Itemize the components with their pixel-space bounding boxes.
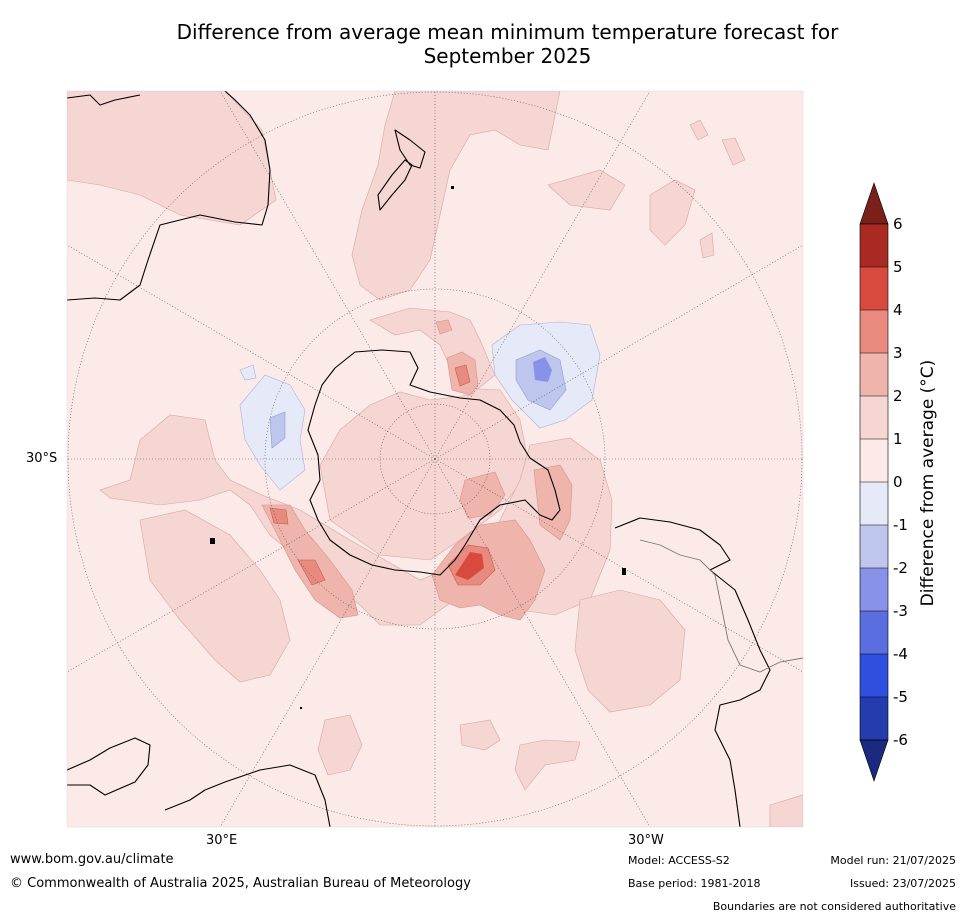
colorbar-band-m5-m4 xyxy=(860,654,888,697)
colorbar-tick-label: -5 xyxy=(893,688,908,706)
small-islands xyxy=(210,186,626,709)
footer-issued: Issued: 23/07/2025 xyxy=(849,877,956,890)
footer-copyright: © Commonwealth of Australia 2025, Austra… xyxy=(10,876,471,891)
colorbar-tick-label: 1 xyxy=(893,430,903,448)
colorbar-tick-label: 0 xyxy=(893,473,903,491)
coastlines xyxy=(67,91,771,827)
longitude-label-30e: 30°E xyxy=(206,833,238,848)
colorbar-tick-label: 5 xyxy=(893,258,903,276)
country-borders xyxy=(639,539,803,673)
colorbar-band-5-6 xyxy=(860,224,888,267)
colorbar-band-3-4 xyxy=(860,310,888,353)
south-america-coastline xyxy=(614,517,771,827)
map-panel xyxy=(67,91,803,827)
footer-model-run: Model run: 21/07/2025 xyxy=(830,854,956,867)
longitude-label-30w: 30°W xyxy=(628,833,664,848)
colorbar-tick-label: 4 xyxy=(893,301,903,319)
colorbar-tick-label: -1 xyxy=(893,516,908,534)
latitude-label-30s: 30°S xyxy=(26,451,58,466)
colorbar-band-dividers xyxy=(860,266,888,698)
title-line-2: September 2025 xyxy=(423,44,592,68)
colorbar-over-triangle xyxy=(859,182,889,225)
anomaly-4-5-region xyxy=(455,552,484,580)
colorbar-tick-label: 6 xyxy=(893,215,903,233)
colorbar xyxy=(859,182,889,782)
colorbar-band-2-3 xyxy=(860,353,888,396)
southern-africa-coastline xyxy=(67,737,151,796)
map-frame xyxy=(66,90,804,828)
colorbar-under-triangle xyxy=(859,739,889,782)
graticule xyxy=(67,91,803,827)
chart-title: Difference from average mean minimum tem… xyxy=(60,20,955,68)
colorbar-title-text: Difference from average (°C) xyxy=(918,359,938,607)
title-line-1: Difference from average mean minimum tem… xyxy=(176,20,839,44)
footer-url: www.bom.gov.au/climate xyxy=(10,852,174,867)
antarctica-coastline xyxy=(307,349,561,576)
footer-disclaimer: Boundaries are not considered authoritat… xyxy=(712,900,956,913)
colorbar-band-m6-m5 xyxy=(860,697,888,740)
colorbar-band-m2-m1 xyxy=(860,525,888,568)
colorbar-tick-label: -3 xyxy=(893,602,908,620)
colorbar-band-1-2 xyxy=(860,396,888,439)
colorbar-band-m4-m3 xyxy=(860,611,888,654)
footer-model: Model: ACCESS-S2 xyxy=(628,854,730,867)
colorbar-tick-label: -2 xyxy=(893,559,908,577)
australia-coastline xyxy=(67,91,271,301)
colorbar-band-m1-0 xyxy=(860,482,888,525)
colorbar-tick-label: -6 xyxy=(893,731,908,749)
new-zealand-north-island xyxy=(394,129,426,169)
footer-base-period: Base period: 1981-2018 xyxy=(628,877,761,890)
colorbar-tick-label: 2 xyxy=(893,387,903,405)
colorbar-band-m3-m2 xyxy=(860,568,888,611)
madagascar-region-coastline xyxy=(164,764,331,827)
colorbar-band-4-5 xyxy=(860,267,888,310)
colorbar-band-0-1 xyxy=(860,439,888,482)
colorbar-tick-label: 3 xyxy=(893,344,903,362)
colorbar-tick-label: -4 xyxy=(893,645,908,663)
anomaly-minus3-minus2-region xyxy=(533,357,552,382)
